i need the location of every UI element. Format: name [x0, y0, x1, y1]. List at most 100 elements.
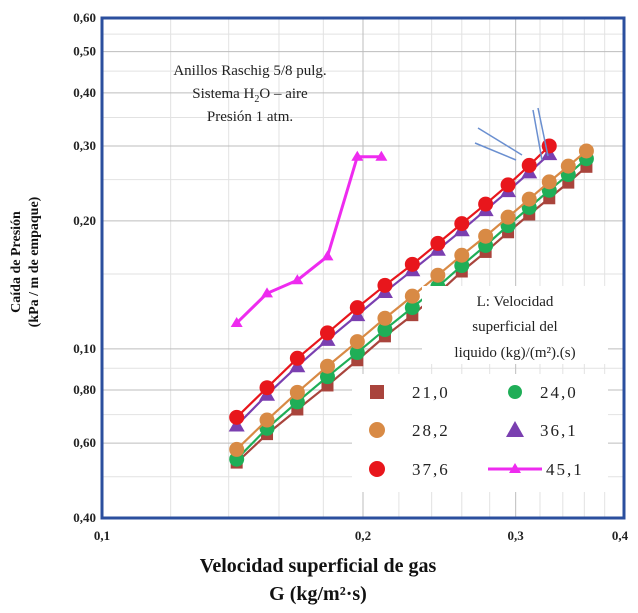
- y-tick-label: 0,30: [73, 138, 96, 153]
- legend-label-21-0: 21,0: [412, 383, 450, 402]
- legend-item-24-0: 24,0: [508, 383, 578, 402]
- series-45-1: [230, 150, 388, 328]
- legend-note-line1: L: Velocidad: [477, 294, 554, 310]
- point-37-6: [319, 325, 335, 341]
- legend-marker-36-1: [506, 421, 524, 437]
- point-28-2: [349, 334, 365, 350]
- y-tick-label: 0,80: [73, 382, 96, 397]
- legend-note-line3: liquido (kg)/(m²).(s): [454, 345, 575, 361]
- flooding-arrows: [474, 107, 549, 161]
- legend-label-37-6: 37,6: [412, 460, 450, 479]
- x-tick-label: 0,3: [508, 528, 525, 543]
- y-axis-title: Caída de Presión: [9, 211, 24, 313]
- point-28-2: [430, 267, 446, 283]
- point-37-6: [521, 157, 537, 173]
- point-24-0: [404, 300, 420, 316]
- point-28-2: [521, 191, 537, 207]
- annotation-line2-pre: Sistema H: [192, 86, 254, 102]
- series-37-6: [229, 138, 557, 425]
- x-tick-label: 0,1: [94, 528, 110, 543]
- point-37-6: [500, 177, 516, 193]
- legend-marker-28-2: [369, 422, 385, 438]
- legend-marker-21-0: [370, 385, 384, 399]
- point-37-6: [229, 409, 245, 425]
- y-tick-label: 0,60: [73, 435, 96, 450]
- point-45-1: [230, 317, 243, 328]
- point-28-2: [454, 247, 470, 263]
- series-28-2: [229, 143, 594, 457]
- legend-label-28-2: 28,2: [412, 421, 450, 440]
- point-28-2: [377, 310, 393, 326]
- point-24-0: [454, 258, 470, 274]
- annotation-line1: Anillos Raschig 5/8 pulg.: [173, 63, 326, 79]
- point-37-6: [349, 300, 365, 316]
- y-tick-label: 0,10: [73, 341, 96, 356]
- annotation-line2-sub: 2: [254, 94, 259, 105]
- arrow-3: [532, 109, 543, 161]
- arrow-2: [474, 142, 517, 161]
- legend-marker-37-6: [369, 461, 385, 477]
- point-37-6: [478, 196, 494, 212]
- point-45-1: [351, 150, 364, 161]
- y-tick-label: 0,40: [73, 85, 96, 100]
- point-45-1: [321, 250, 334, 261]
- tick-labels: 0,1 0,2 0,3 0,4 0,40 0,60 0,80 0,10 0,20 0,30 0,40…: [73, 10, 628, 543]
- y-tick-label: 0,20: [73, 213, 96, 228]
- point-24-0: [349, 345, 365, 361]
- point-28-2: [578, 143, 594, 159]
- point-37-6: [289, 350, 305, 366]
- y-tick-label: 0,50: [73, 44, 96, 59]
- x-axis-title: Velocidad superficial de gas: [200, 555, 437, 577]
- series-line-45-1: [235, 155, 382, 325]
- legend-note: L: Velocidad superficial del liquido (kg…: [422, 286, 608, 364]
- point-37-6: [454, 216, 470, 232]
- x-tick-label: 0,4: [612, 528, 629, 543]
- legend-bg: [352, 374, 608, 492]
- annotation-line3: Presión 1 atm.: [207, 109, 293, 125]
- plot-border: [100, 16, 626, 520]
- legend-label-45-1: 45,1: [546, 460, 584, 479]
- arrow-4: [537, 107, 549, 157]
- y-tick-label: 0,40: [73, 510, 96, 525]
- point-37-6: [541, 138, 557, 154]
- x-tick-label: 0,2: [355, 528, 371, 543]
- legend-item-21-0: 21,0: [370, 383, 450, 402]
- point-28-2: [500, 209, 516, 225]
- annotation-line2: Sistema H2O – aire: [192, 86, 308, 105]
- point-28-2: [319, 358, 335, 374]
- point-37-6: [404, 256, 420, 272]
- point-28-2: [259, 412, 275, 428]
- point-28-2: [404, 288, 420, 304]
- legend: 21,0 24,0 28,2 36,1 37,6 45,1: [352, 374, 608, 492]
- point-45-1: [375, 150, 388, 161]
- point-24-0: [377, 322, 393, 338]
- y-tick-label: 0,60: [73, 10, 96, 25]
- point-28-2: [289, 384, 305, 400]
- legend-marker-24-0: [508, 385, 522, 399]
- point-37-6: [377, 277, 393, 293]
- point-37-6: [430, 235, 446, 251]
- legend-item-45-1: 45,1: [488, 460, 584, 479]
- legend-item-37-6: 37,6: [369, 460, 450, 479]
- annotation-box: Anillos Raschig 5/8 pulg. Sistema H2O – …: [173, 63, 326, 125]
- x-axis-unit: G (kg/m²·s): [269, 583, 367, 605]
- point-28-2: [478, 228, 494, 244]
- point-28-2: [541, 174, 557, 190]
- point-28-2: [229, 441, 245, 457]
- legend-label-24-0: 24,0: [540, 383, 578, 402]
- legend-note-line2: superficial del: [472, 319, 557, 335]
- annotation-line2-post: O – aire: [259, 86, 308, 102]
- legend-item-36-1: 36,1: [506, 421, 578, 440]
- legend-marker-45-1: [509, 463, 521, 473]
- point-45-1: [261, 287, 274, 298]
- y-axis-unit: (kPa / m de empaque): [27, 196, 42, 327]
- point-37-6: [259, 380, 275, 396]
- point-24-0: [319, 369, 335, 385]
- legend-label-36-1: 36,1: [540, 421, 578, 440]
- arrow-1: [477, 127, 523, 156]
- legend-item-28-2: 28,2: [369, 421, 450, 440]
- point-28-2: [560, 158, 576, 174]
- legend-note-bg: [422, 286, 608, 364]
